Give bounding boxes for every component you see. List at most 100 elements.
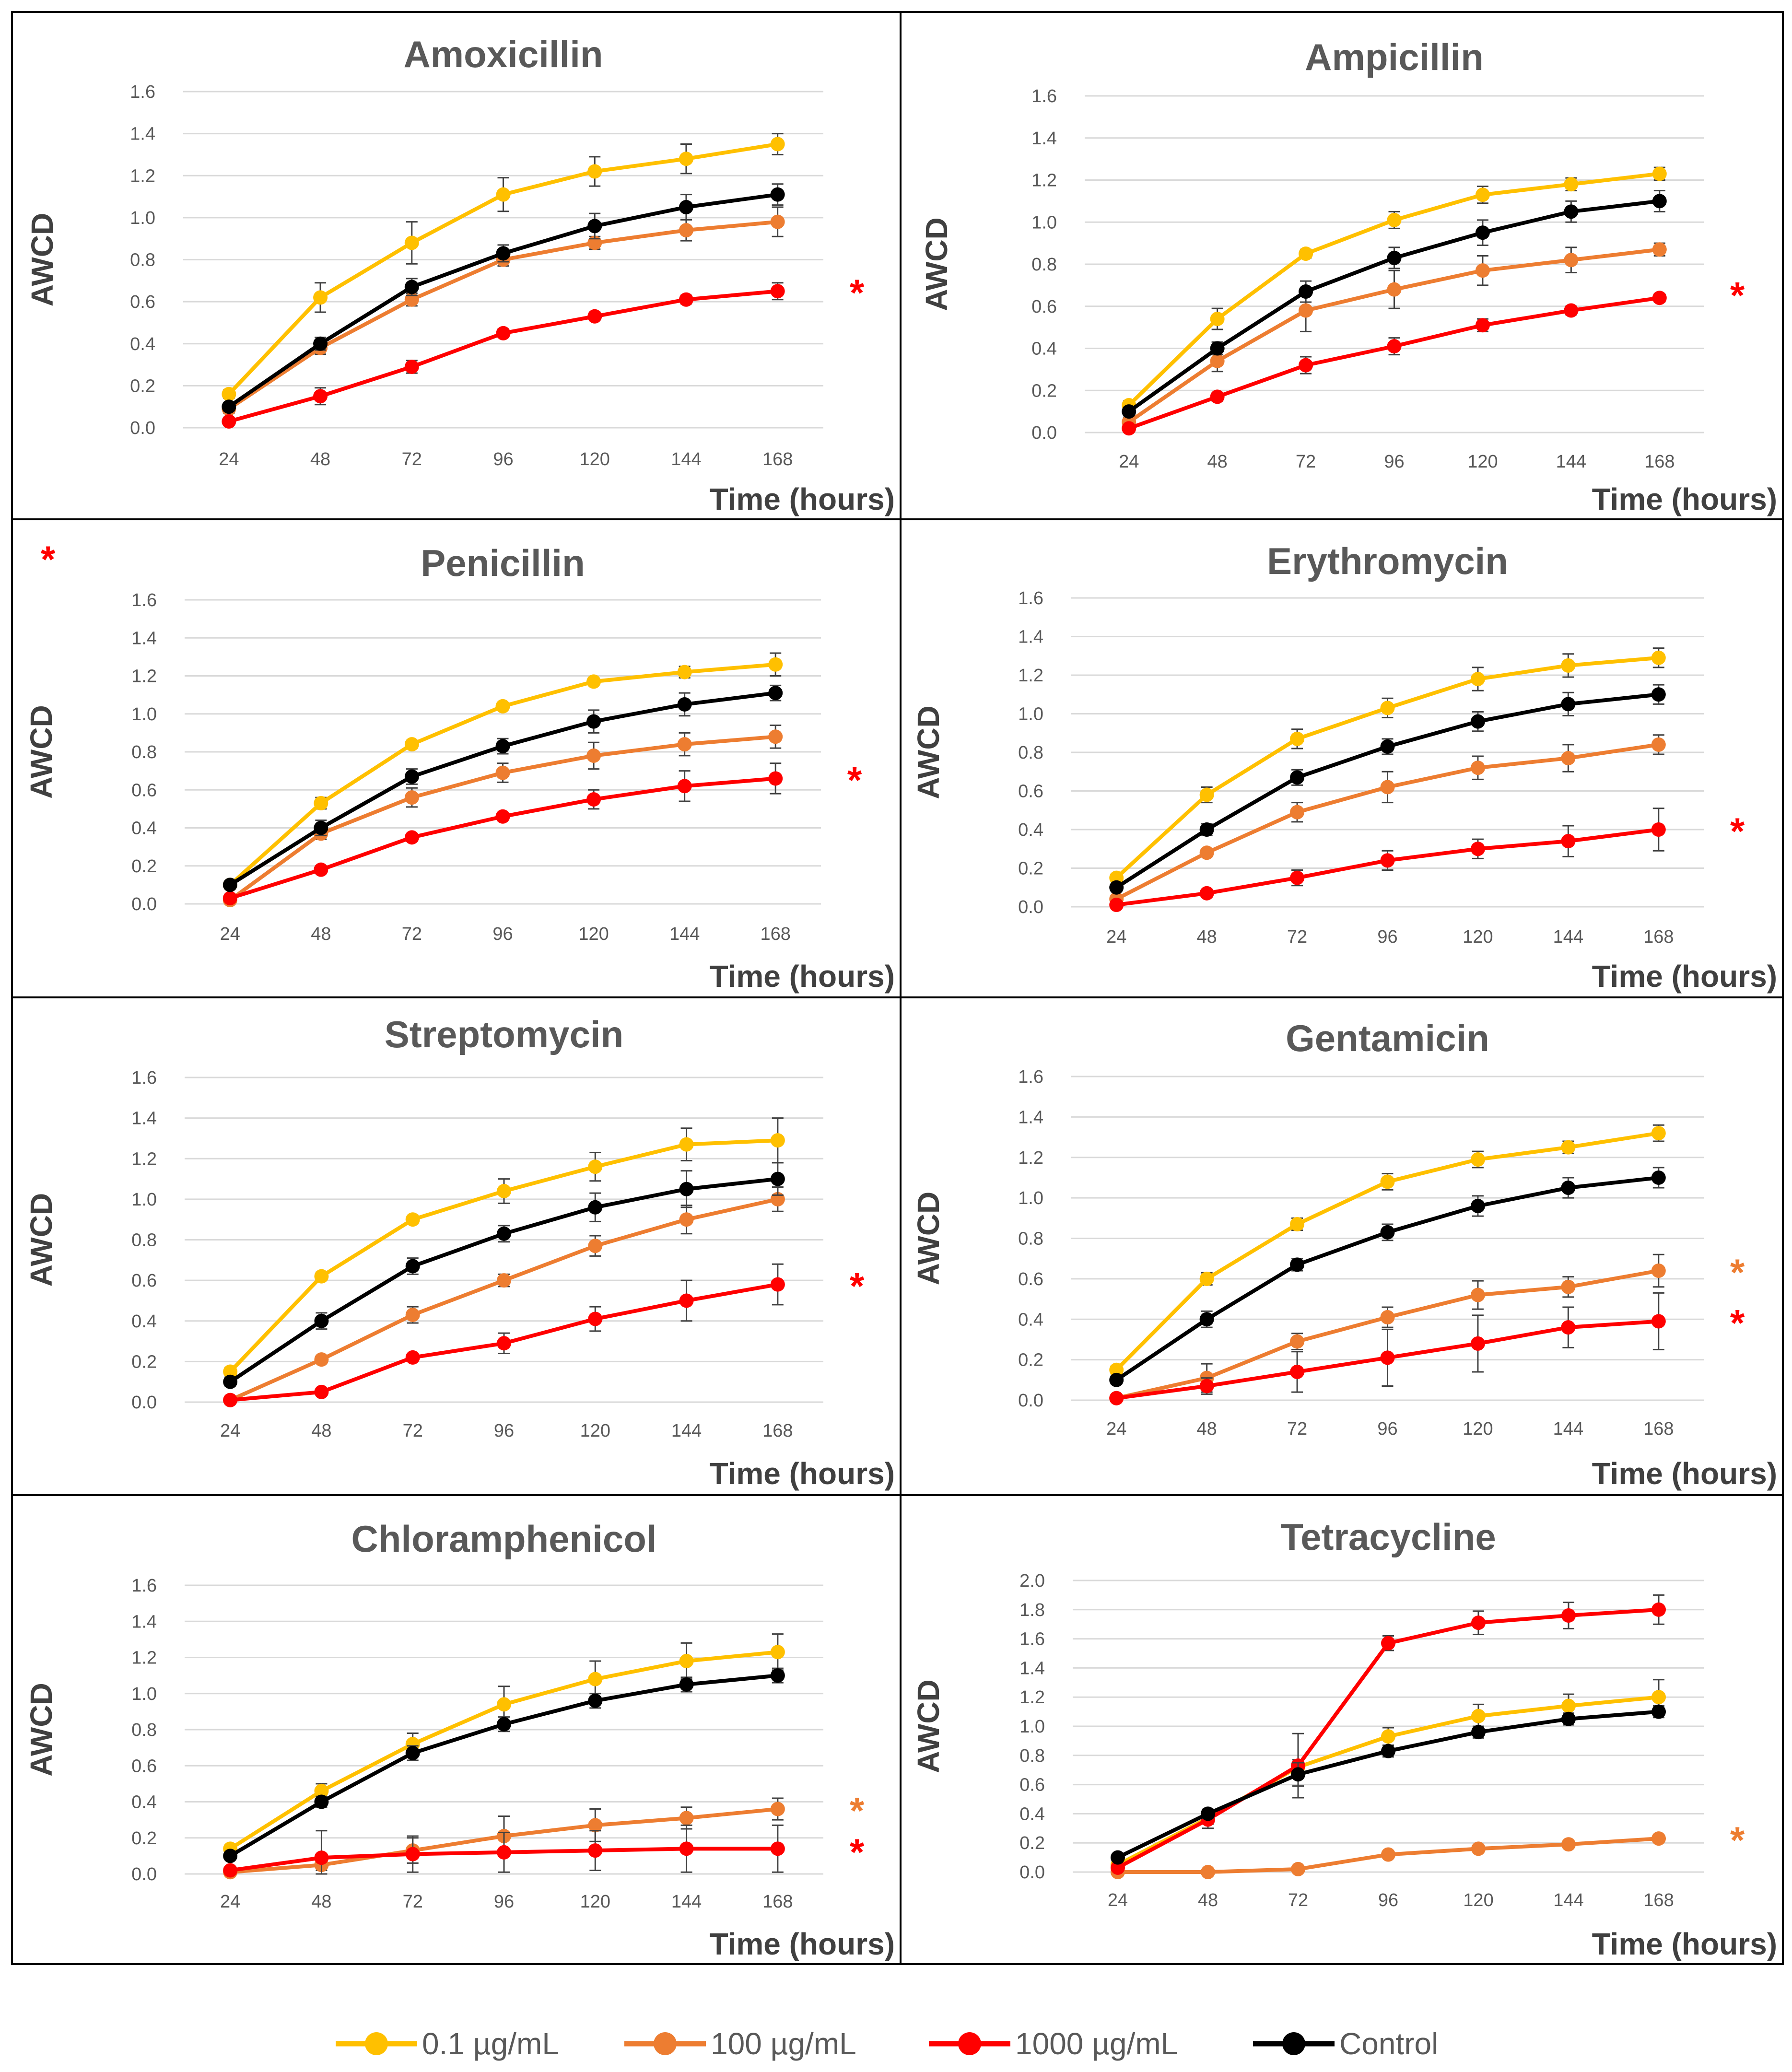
data-point — [586, 674, 601, 689]
data-point — [1210, 312, 1225, 327]
y-tick-label: 0.8 — [131, 1230, 157, 1251]
data-point — [1470, 1152, 1485, 1167]
data-point — [1470, 761, 1485, 775]
data-point — [679, 1182, 694, 1196]
data-point — [588, 1311, 603, 1326]
data-point — [314, 1313, 329, 1328]
data-point — [405, 1350, 420, 1365]
x-tick-label: 120 — [580, 1892, 610, 1912]
x-tick-label: 96 — [494, 1421, 514, 1441]
y-axis-label: AWCD — [911, 1192, 946, 1286]
chart-panel-gentamicin: 0.0 0.2 0.4 0.6 0.8 1.0 1.2 1.4 1.6 24 48 72 96 120 14… — [900, 996, 1784, 1496]
y-tick-label: 1.6 — [1031, 86, 1057, 106]
y-tick-label: 1.6 — [130, 82, 155, 102]
data-point — [1290, 1334, 1305, 1349]
y-tick-label: 0.8 — [131, 1720, 157, 1740]
significance-star: * — [1730, 1819, 1745, 1861]
x-tick-label: 48 — [311, 1892, 331, 1912]
data-point — [314, 1352, 329, 1367]
data-point — [1290, 731, 1305, 746]
data-point — [677, 737, 692, 752]
y-tick-label: 0.0 — [1019, 1862, 1045, 1883]
x-tick-label: 96 — [493, 449, 513, 469]
data-point — [314, 1384, 329, 1399]
data-point — [1381, 1847, 1395, 1862]
x-tick-label: 96 — [1377, 927, 1397, 947]
y-tick-label: 1.4 — [1031, 129, 1057, 149]
chart-panel-streptomycin: 0.0 0.2 0.4 0.6 0.8 1.0 1.2 1.4 1.6 24 48 72 96 120 14… — [11, 996, 902, 1496]
data-point — [1109, 1372, 1124, 1387]
data-point — [1561, 1837, 1576, 1852]
data-point — [1381, 1636, 1395, 1651]
x-tick-label: 144 — [671, 449, 701, 469]
chart-title: Gentamicin — [1286, 1017, 1489, 1059]
data-point — [495, 699, 510, 714]
data-point — [679, 1811, 694, 1826]
data-point — [497, 1336, 511, 1351]
chart-title: Chloramphenicol — [351, 1518, 656, 1560]
x-tick-label: 168 — [1644, 452, 1675, 472]
x-tick-label: 72 — [402, 449, 422, 469]
data-point — [223, 1393, 238, 1407]
data-point — [586, 792, 601, 807]
series-0-1-g-ml — [223, 1117, 785, 1379]
data-point — [1471, 1709, 1486, 1723]
x-axis-label: Time (hours) — [710, 1927, 895, 1961]
data-point — [1471, 1841, 1486, 1856]
y-tick-label: 0.8 — [1018, 1229, 1043, 1249]
data-point — [1651, 1704, 1666, 1719]
x-tick-label: 168 — [1643, 1890, 1674, 1910]
y-tick-label: 1.4 — [130, 124, 155, 144]
x-tick-label: 168 — [1643, 927, 1674, 947]
y-tick-label: 1.0 — [1031, 212, 1057, 233]
y-tick-label: 0.4 — [1031, 339, 1057, 359]
y-tick-label: 0.4 — [131, 1311, 157, 1332]
y-tick-label: 0.6 — [131, 1271, 157, 1291]
data-point — [1470, 1336, 1485, 1351]
x-tick-label: 120 — [580, 449, 610, 469]
y-tick-label: 1.6 — [1018, 1067, 1043, 1087]
series-line — [1115, 656, 1659, 879]
series-0-1-g-ml — [1122, 166, 1667, 412]
data-point — [587, 164, 602, 179]
x-axis-label: Time (hours) — [1592, 1927, 1777, 1961]
legend-item-0-1-g-ml: 0.1 µg/mL — [336, 2026, 559, 2061]
data-point — [1561, 834, 1576, 849]
chart-panel-amoxicillin: 0.0 0.2 0.4 0.6 0.8 1.0 1.2 1.4 1.6 24 48 72 96 120 14… — [11, 11, 902, 520]
data-point — [223, 891, 237, 906]
data-point — [1651, 1126, 1666, 1141]
y-tick-label: 1.6 — [131, 1068, 157, 1088]
data-point — [223, 1374, 238, 1389]
data-point — [1471, 1615, 1486, 1630]
panel-frame — [900, 1494, 1784, 1965]
y-axis-label: AWCD — [24, 705, 59, 799]
data-point — [1561, 1320, 1576, 1335]
significance-star: * — [850, 271, 865, 314]
data-point — [1651, 650, 1666, 665]
data-point — [404, 235, 419, 250]
y-tick-label: 0.2 — [131, 1352, 157, 1372]
x-tick-label: 120 — [1463, 1419, 1493, 1439]
legend-label: 1000 µg/mL — [1015, 2026, 1178, 2061]
data-point — [677, 697, 692, 712]
x-axis-label: Time (hours) — [710, 959, 895, 994]
data-point — [1299, 303, 1313, 318]
x-tick-label: 120 — [1463, 1890, 1493, 1910]
y-tick-label: 1.2 — [131, 667, 157, 687]
y-tick-label: 0.6 — [1019, 1775, 1045, 1795]
significance-star: * — [1730, 1251, 1745, 1293]
data-point — [497, 1717, 511, 1732]
y-tick-label: 1.0 — [131, 1190, 157, 1210]
y-tick-label: 0.8 — [131, 742, 157, 762]
x-axis-label: Time (hours) — [710, 1456, 895, 1491]
data-point — [770, 1668, 785, 1683]
data-point — [404, 737, 419, 752]
data-point — [1290, 870, 1305, 885]
data-point — [1380, 1310, 1395, 1325]
y-axis-label: AWCD — [25, 213, 59, 307]
significance-star: * — [1730, 1301, 1745, 1344]
y-tick-label: 1.4 — [131, 628, 157, 648]
data-point — [1470, 1288, 1485, 1302]
series-0-1-g-ml — [1109, 647, 1666, 885]
y-tick-label: 1.4 — [1018, 627, 1043, 647]
